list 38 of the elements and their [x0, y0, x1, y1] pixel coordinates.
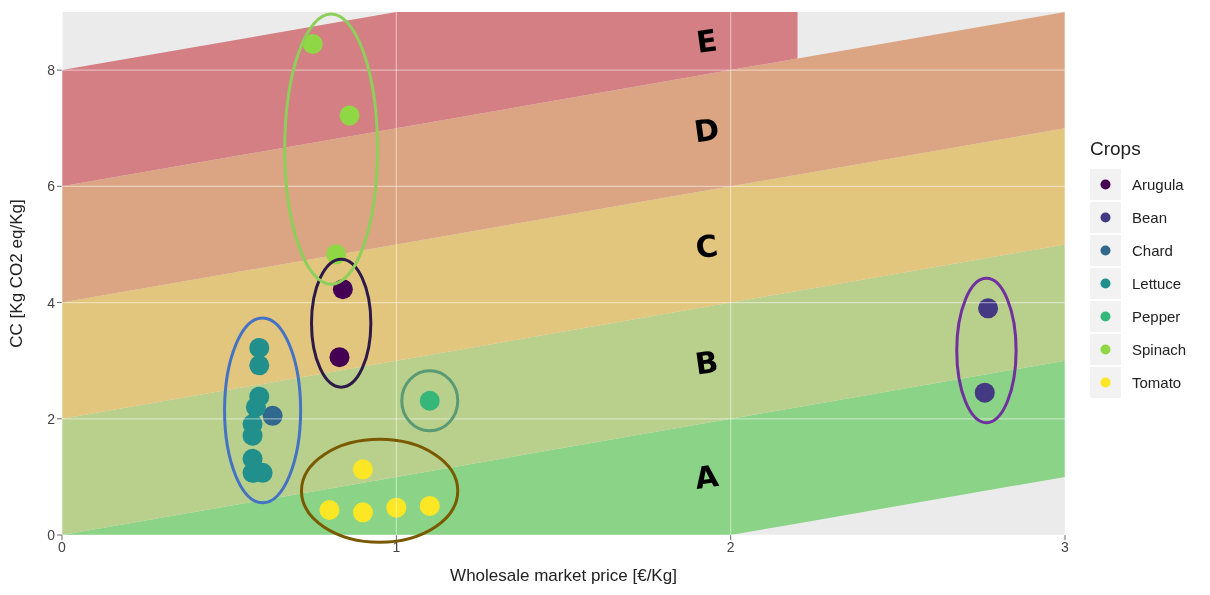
point [352, 459, 373, 480]
legend-label: Chard [1132, 242, 1173, 259]
legend-label: Arugula [1132, 176, 1184, 193]
x-tick-label: 1 [392, 538, 401, 555]
y-tick-label: 0 [47, 526, 56, 543]
point [978, 298, 999, 319]
legend-label: Pepper [1132, 308, 1181, 325]
x-axis-title: Wholesale market price [€/Kg] [450, 566, 677, 585]
x-tick-label: 0 [58, 538, 67, 555]
legend-label: Bean [1132, 209, 1168, 226]
point [329, 347, 350, 368]
legend-title: Crops [1090, 138, 1142, 160]
series-label: B [692, 343, 721, 382]
point [249, 355, 270, 376]
x-tick-label: 3 [1061, 538, 1070, 555]
y-tick-label: 4 [47, 294, 56, 311]
legend-label: Lettuce [1132, 275, 1182, 292]
point [262, 405, 283, 426]
point [386, 497, 407, 518]
y-axis-title: CC [Kg CO2 eq/Kg] [7, 199, 27, 348]
x-tick-label: 2 [726, 538, 735, 555]
series-label: E [694, 22, 720, 60]
series-label: D [691, 111, 722, 150]
legend-label: Tomato [1132, 374, 1182, 391]
y-tick-label: 6 [47, 178, 56, 195]
y-tick-label: 2 [47, 410, 56, 427]
series-label: C [693, 227, 720, 266]
point [319, 500, 340, 521]
point [245, 397, 266, 418]
point [419, 495, 440, 516]
y-tick-label: 8 [47, 62, 56, 79]
point [249, 337, 270, 358]
point [302, 33, 323, 54]
point [352, 502, 373, 523]
legend-label: Spinach [1132, 341, 1187, 358]
point [974, 382, 995, 403]
point [339, 105, 360, 126]
series-label: A [692, 457, 722, 496]
